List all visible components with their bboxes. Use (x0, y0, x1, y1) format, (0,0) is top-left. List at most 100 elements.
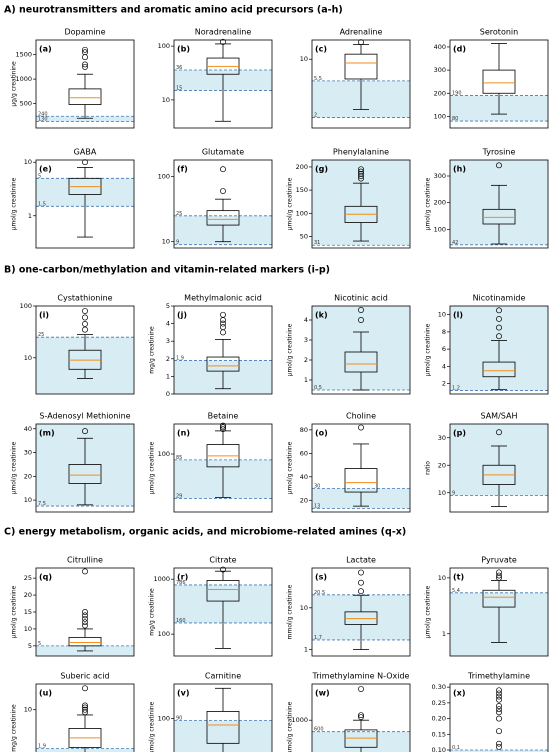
outlier (82, 685, 88, 692)
y-tick-label: 500 (20, 100, 32, 108)
y-tick-label: 20 (438, 461, 446, 469)
panel-title: Choline (346, 412, 376, 421)
reference-label: 786 (176, 580, 186, 586)
y-tick-label: 30 (438, 434, 446, 442)
plot-frame (173, 567, 273, 657)
y-tick-label: 4 (442, 362, 446, 370)
outlier (82, 609, 88, 615)
panel-label: (p) (453, 429, 466, 438)
outlier (82, 54, 88, 61)
y-tick-label: 1 (166, 372, 170, 380)
panel-title: Suberic acid (60, 672, 109, 681)
outlier (496, 690, 502, 697)
outlier (358, 569, 364, 576)
y-tick-label: 20 (24, 472, 32, 480)
reference-label: 0.5 (314, 385, 322, 391)
panel-label: (b) (177, 45, 190, 54)
reference-label: 42 (452, 240, 458, 246)
panel-label: (f) (177, 165, 188, 174)
y-tick-label: 3 (166, 337, 170, 345)
y-tick-label: 200 (434, 199, 446, 207)
plot-frame (449, 39, 549, 129)
outlier (496, 315, 502, 322)
y-tick-label: 1 (304, 376, 308, 384)
outlier (496, 572, 502, 579)
plot-frame (311, 423, 411, 513)
outlier (496, 307, 502, 314)
y-tick-label: 0 (166, 390, 170, 398)
panel-label: (q) (39, 573, 52, 582)
panel-label: (s) (315, 573, 327, 582)
panel-title: Lactate (346, 556, 376, 565)
reference-label: 9 (176, 240, 179, 246)
outlier (358, 424, 364, 431)
y-tick-label: 400 (434, 43, 446, 51)
panel-label: (t) (453, 573, 464, 582)
y-axis-label: µmol/g creatinine (11, 177, 18, 230)
panel-label: (a) (39, 45, 52, 54)
outlier (496, 162, 502, 169)
y-axis-label: mg/g creatinine (149, 326, 156, 374)
reference-label: 36 (176, 65, 182, 71)
reference-label: 85 (176, 455, 182, 461)
reference-label: 1.9 (38, 744, 46, 750)
box (482, 208, 516, 225)
plot-frame (449, 423, 549, 513)
panel-label: (d) (453, 45, 466, 54)
box (344, 468, 378, 493)
outlier (496, 569, 502, 576)
outlier (358, 686, 364, 692)
outlier (358, 175, 364, 182)
outlier (496, 715, 502, 722)
outlier (496, 728, 502, 735)
y-tick-label: 2 (166, 355, 170, 363)
plot-frame (173, 423, 273, 513)
panel-title: Methylmalonic acid (184, 294, 262, 303)
outlier (82, 61, 88, 68)
panel-title: Nicotinic acid (334, 294, 388, 303)
outlier (82, 704, 88, 711)
y-axis-label: µmol/g creatinine (425, 585, 432, 638)
y-axis-label: µmol/g creatinine (287, 441, 294, 494)
reference-label: 13 (314, 503, 320, 509)
panel-label: (e) (39, 165, 52, 174)
y-tick-label: 0.10 (432, 746, 446, 752)
y-tick-label: 300 (434, 172, 446, 180)
y-axis-label: ratio (425, 461, 432, 475)
plot-frame (35, 159, 135, 249)
reference-label: 190 (452, 91, 462, 97)
outlier (82, 159, 88, 166)
outlier (220, 311, 226, 318)
outlier (220, 426, 226, 432)
y-tick-label: 2 (304, 356, 308, 364)
outlier (82, 568, 88, 575)
y-tick-label: 300 (434, 66, 446, 74)
outlier (82, 709, 88, 716)
panel-label: (h) (453, 165, 466, 174)
panel-title: Noradrenaline (195, 28, 252, 37)
panel-title: GABA (74, 148, 97, 157)
box (206, 580, 240, 602)
outlier (496, 333, 502, 340)
y-tick-label: 20 (300, 496, 308, 504)
reference-label: 130 (38, 117, 48, 123)
panel-label: (o) (315, 429, 328, 438)
reference-label: 1.7 (314, 635, 322, 641)
outlier (82, 619, 88, 626)
panel-title: Citrulline (67, 556, 103, 565)
y-axis-label: mg/g creatinine (11, 704, 18, 752)
reference-label: 0.1 (452, 745, 460, 751)
y-tick-label: 80 (300, 426, 308, 434)
plot-frame (173, 683, 273, 756)
outlier (496, 693, 502, 700)
plot-frame (449, 159, 549, 249)
panel-title: Betaine (208, 412, 239, 421)
y-tick-label: 6 (442, 345, 446, 353)
y-axis-label: µg/g creatinine (11, 61, 18, 107)
panel-title: Serotonin (480, 28, 518, 37)
y-tick-label: 10 (438, 311, 446, 319)
outlier (496, 709, 502, 716)
y-axis-label: mg/g creatinine (149, 588, 156, 636)
y-tick-label: 15 (24, 608, 32, 616)
panel-title: Adrenaline (340, 28, 383, 37)
